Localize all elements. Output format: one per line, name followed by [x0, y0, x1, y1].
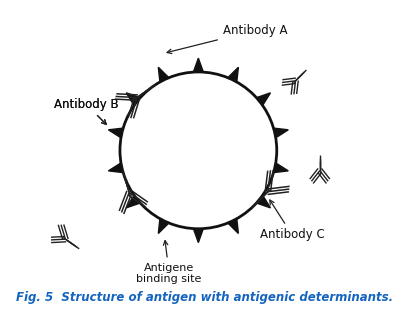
- Polygon shape: [274, 163, 288, 172]
- Polygon shape: [158, 67, 169, 82]
- Text: Antibody B: Antibody B: [54, 98, 119, 124]
- Text: Antibody C: Antibody C: [260, 200, 325, 241]
- Polygon shape: [256, 195, 270, 208]
- Text: Antigene
binding site: Antigene binding site: [137, 241, 202, 284]
- Polygon shape: [193, 58, 203, 72]
- Text: Antibody B: Antibody B: [54, 98, 119, 124]
- Polygon shape: [228, 67, 238, 82]
- Polygon shape: [256, 93, 270, 105]
- Polygon shape: [193, 229, 203, 243]
- Text: Antibody A: Antibody A: [167, 24, 288, 54]
- Polygon shape: [108, 163, 123, 172]
- Polygon shape: [108, 128, 123, 138]
- Circle shape: [120, 72, 277, 229]
- Polygon shape: [228, 219, 238, 233]
- Polygon shape: [158, 219, 169, 233]
- Polygon shape: [126, 93, 140, 105]
- Polygon shape: [126, 195, 140, 208]
- Text: Fig. 5  Structure of antigen with antigenic determinants.: Fig. 5 Structure of antigen with antigen…: [16, 291, 393, 304]
- Polygon shape: [274, 128, 288, 138]
